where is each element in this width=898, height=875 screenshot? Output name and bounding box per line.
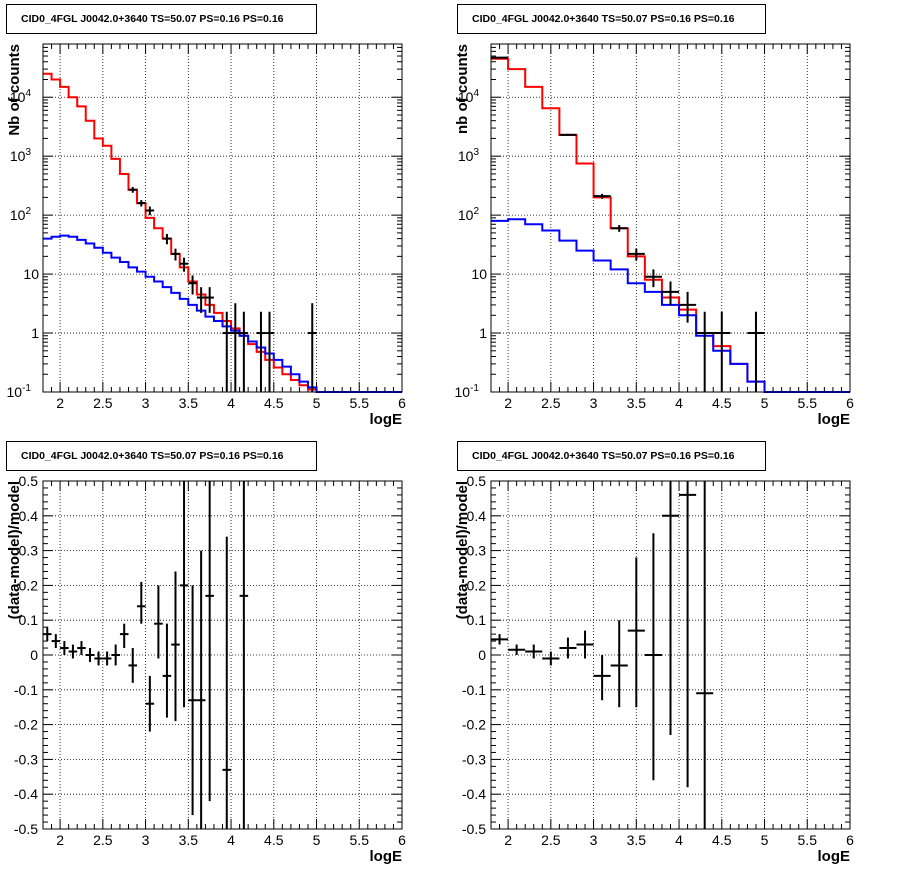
- x-tick-label: 2.5: [541, 395, 561, 411]
- y-tick-label: 0.5: [19, 473, 39, 489]
- y-tick-label: 0.4: [19, 508, 39, 524]
- plot-frame: [42, 480, 403, 830]
- x-tick-label: 5.5: [350, 832, 370, 848]
- plot-frame: [490, 43, 851, 393]
- model-total-line: [43, 72, 402, 393]
- x-axis-label: logE: [370, 848, 403, 865]
- x-tick-label: 5.5: [798, 395, 818, 411]
- y-tick-label: -0.5: [14, 821, 38, 837]
- chart-bottom-right: 2 2.5 3 3.5 4 4.5 5 5.5 6 -0.5 -0.4 -0.3 -0.2 -0.1 0 0.…: [454, 473, 854, 865]
- y-tick-label: -0.4: [462, 786, 486, 802]
- y-tick-label: 10-1: [7, 383, 32, 400]
- chart-title: CID0_4FGL J0042.0+3640 TS=50.07 PS=0.16 …: [457, 4, 766, 34]
- x-tick-label: 4.5: [712, 395, 732, 411]
- x-tick-label: 4: [227, 395, 235, 411]
- x-tick-label: 3.5: [627, 832, 647, 848]
- y-tick-label: -0.3: [14, 751, 38, 767]
- y-tick-label: -0.1: [462, 682, 486, 698]
- x-tick-label: 3: [590, 832, 598, 848]
- y-tick-label: 0: [30, 647, 38, 663]
- x-tick-label: 6: [398, 395, 406, 411]
- y-tick-label: 0.4: [467, 508, 487, 524]
- x-tick-label: 5: [761, 395, 769, 411]
- x-tick-label: 2: [56, 832, 64, 848]
- x-tick-label: 4: [675, 832, 683, 848]
- y-tick-label: 103: [10, 147, 32, 164]
- y-tick-label: -0.1: [14, 682, 38, 698]
- chart-pad-bottom-right: 2 2.5 3 3.5 4 4.5 5 5.5 6 -0.5 -0.4 -0.3 -0.2 -0.1 0 0.…: [449, 437, 898, 875]
- y-axis-label: (data-model)/model: [6, 481, 23, 619]
- x-tick-label: 2.5: [93, 395, 113, 411]
- plot-frame: [490, 480, 851, 830]
- y-tick-label: 102: [10, 206, 32, 223]
- y-tick-label: 0.2: [467, 577, 487, 593]
- x-tick-label: 3: [142, 395, 150, 411]
- y-tick-label: 0.3: [467, 543, 487, 559]
- x-tick-label: 3.5: [627, 395, 647, 411]
- chart-top-left: 2 2.5 3 3.5 4 4.5 5 5.5 6 10-1 1 10 102 103 104 logE Nb …: [6, 43, 406, 428]
- x-tick-label: 2: [504, 832, 512, 848]
- y-axis-label: Nb of counts: [6, 44, 23, 136]
- y-tick-label: 104: [10, 88, 32, 105]
- y-tick-label: 103: [458, 147, 480, 164]
- chart-title: CID0_4FGL J0042.0+3640 TS=50.07 PS=0.16 …: [6, 4, 317, 34]
- x-tick-label: 3: [590, 395, 598, 411]
- y-tick-label: -0.2: [462, 717, 486, 733]
- x-axis-label: logE: [818, 411, 851, 428]
- model-background-line: [491, 218, 850, 393]
- chart-title: CID0_4FGL J0042.0+3640 TS=50.07 PS=0.16 …: [6, 441, 317, 471]
- chart-pad-top-right: 2 2.5 3 3.5 4 4.5 5 5.5 6 10-1 1 10 102 103 104 logE nb …: [449, 0, 898, 437]
- x-tick-label: 3.5: [179, 832, 199, 848]
- y-axis-label: (data-model)/model: [454, 481, 471, 619]
- y-tick-label: 0.1: [467, 612, 487, 628]
- model-total-line: [491, 57, 850, 393]
- y-tick-label: -0.5: [462, 821, 486, 837]
- x-tick-label: 2.5: [541, 832, 561, 848]
- x-axis-label: logE: [370, 411, 403, 428]
- y-tick-label: -0.4: [14, 786, 38, 802]
- x-tick-label: 5.5: [350, 395, 370, 411]
- x-tick-label: 2: [56, 395, 64, 411]
- x-tick-label: 3: [142, 832, 150, 848]
- x-tick-label: 2: [504, 395, 512, 411]
- y-tick-label: 102: [458, 206, 480, 223]
- x-tick-label: 5.5: [798, 832, 818, 848]
- x-axis-label: logE: [818, 848, 851, 865]
- y-tick-label: 0: [478, 647, 486, 663]
- chart-title: CID0_4FGL J0042.0+3640 TS=50.07 PS=0.16 …: [457, 441, 766, 471]
- y-tick-label: 104: [458, 88, 480, 105]
- x-tick-label: 6: [846, 832, 854, 848]
- x-tick-label: 5: [313, 832, 321, 848]
- y-tick-label: 0.2: [19, 577, 39, 593]
- y-tick-label: -0.3: [462, 751, 486, 767]
- y-tick-label: 1: [31, 325, 39, 341]
- x-tick-label: 5: [313, 395, 321, 411]
- y-tick-label: 10-1: [455, 383, 480, 400]
- x-tick-label: 6: [846, 395, 854, 411]
- chart-bottom-left: 2 2.5 3 3.5 4 4.5 5 5.5 6 -0.5 -0.4 -0.3 -0.2 -0.1 0 0.…: [6, 473, 406, 865]
- model-background-line: [43, 234, 402, 393]
- chart-pad-bottom-left: 2 2.5 3 3.5 4 4.5 5 5.5 6 -0.5 -0.4 -0.3 -0.2 -0.1 0 0.…: [0, 437, 449, 875]
- x-tick-label: 6: [398, 832, 406, 848]
- y-axis-label: nb of counts: [454, 44, 471, 134]
- x-tick-label: 4: [675, 395, 683, 411]
- chart-top-right: 2 2.5 3 3.5 4 4.5 5 5.5 6 10-1 1 10 102 103 104 logE nb …: [454, 43, 854, 428]
- x-tick-label: 5: [761, 832, 769, 848]
- x-tick-label: 2.5: [93, 832, 113, 848]
- x-tick-label: 3.5: [179, 395, 199, 411]
- y-tick-label: 0.5: [467, 473, 487, 489]
- chart-pad-top-left: 2 2.5 3 3.5 4 4.5 5 5.5 6 10-1 1 10 102 103 104 logE Nb …: [0, 0, 449, 437]
- x-tick-label: 4: [227, 832, 235, 848]
- x-tick-label: 4.5: [264, 395, 284, 411]
- x-tick-label: 4.5: [712, 832, 732, 848]
- y-tick-label: -0.2: [14, 717, 38, 733]
- y-tick-label: 10: [23, 266, 39, 282]
- plot-frame: [42, 43, 403, 393]
- y-tick-label: 1: [479, 325, 487, 341]
- y-tick-label: 10: [471, 266, 487, 282]
- y-tick-label: 0.3: [19, 543, 39, 559]
- x-tick-label: 4.5: [264, 832, 284, 848]
- y-tick-label: 0.1: [19, 612, 39, 628]
